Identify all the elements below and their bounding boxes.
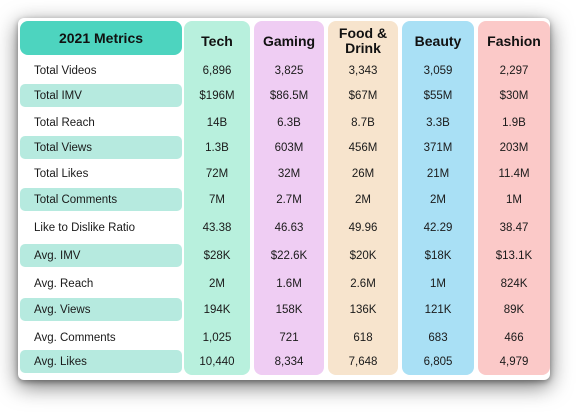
cell-tech: 7M [209, 193, 225, 206]
cell-beauty: 6,805 [423, 355, 453, 368]
row-label: Like to Dislike Ratio [34, 221, 135, 234]
cell-food-drink: $67M [348, 89, 378, 102]
row-label: Total IMV [20, 84, 182, 107]
cell-fashion: 4,979 [499, 355, 529, 368]
cell-beauty: 3.3B [426, 116, 450, 129]
row-label: Avg. Likes [20, 350, 182, 373]
cell-tech: 1,025 [202, 331, 232, 344]
cell-beauty: 121K [424, 303, 452, 316]
cell-fashion: 89K [503, 303, 525, 316]
column-header-beauty: Beauty [414, 32, 462, 49]
cell-food-drink: 49.96 [348, 221, 378, 234]
cell-fashion: 203M [499, 141, 529, 154]
cell-beauty: $18K [424, 249, 452, 262]
row-label: Total Videos [34, 64, 97, 77]
row-label: Avg. IMV [20, 244, 182, 267]
cell-gaming: 721 [279, 331, 299, 344]
column-header-gaming: Gaming [262, 32, 316, 49]
cell-food-drink: 2M [355, 193, 371, 206]
cell-fashion: 38.47 [499, 221, 529, 234]
cell-fashion: 2,297 [499, 64, 529, 77]
cell-tech: 72M [205, 167, 229, 180]
row-label: Total Reach [34, 116, 95, 129]
cell-tech: 10,440 [199, 355, 235, 368]
cell-gaming: 2.7M [276, 193, 302, 206]
column-bg-fashion [478, 21, 550, 375]
cell-gaming: 1.6M [276, 277, 302, 290]
cell-beauty: $55M [423, 89, 453, 102]
cell-food-drink: 2.6M [350, 277, 376, 290]
column-bg-tech [184, 21, 250, 375]
row-label: Total Likes [34, 167, 89, 180]
cell-tech: $196M [199, 89, 235, 102]
cell-gaming: 46.63 [274, 221, 304, 234]
column-bg-food-drink [328, 21, 398, 375]
cell-beauty: 3,059 [423, 64, 453, 77]
row-label: Avg. Reach [34, 277, 94, 290]
cell-food-drink: 136K [349, 303, 377, 316]
cell-food-drink: 456M [348, 141, 378, 154]
cell-beauty: 21M [426, 167, 450, 180]
cell-gaming: 8,334 [274, 355, 304, 368]
cell-food-drink: 26M [351, 167, 375, 180]
cell-tech: 194K [203, 303, 231, 316]
cell-fashion: $30M [499, 89, 529, 102]
cell-food-drink: $20K [349, 249, 377, 262]
cell-beauty: 1M [430, 277, 446, 290]
row-label: Total Views [20, 136, 182, 159]
cell-beauty: 683 [428, 331, 448, 344]
cell-food-drink: 7,648 [348, 355, 378, 368]
cell-gaming: $22.6K [270, 249, 308, 262]
column-header-tech: Tech [201, 32, 233, 49]
cell-fashion: 11.4M [498, 167, 530, 180]
cell-tech: 1.3B [205, 141, 229, 154]
column-bg-gaming [254, 21, 324, 375]
cell-tech: 14B [206, 116, 228, 129]
cell-gaming: 6.3B [277, 116, 301, 129]
cell-tech: 6,896 [202, 64, 232, 77]
cell-fashion: 1.9B [502, 116, 526, 129]
cell-fashion: $13.1K [495, 249, 533, 262]
cell-tech: $28K [203, 249, 231, 262]
cell-beauty: 42.29 [423, 221, 453, 234]
cell-food-drink: 618 [353, 331, 373, 344]
cell-food-drink: 8.7B [351, 116, 375, 129]
cell-gaming: 32M [277, 167, 301, 180]
cell-beauty: 371M [423, 141, 453, 154]
cell-tech: 2M [209, 277, 225, 290]
table-header-label: 2021 Metrics [20, 21, 182, 55]
row-label: Avg. Comments [34, 331, 116, 344]
cell-tech: 43.38 [202, 221, 232, 234]
cell-gaming: 158K [275, 303, 303, 316]
cell-gaming: 3,825 [274, 64, 304, 77]
cell-food-drink: 3,343 [348, 64, 378, 77]
column-header-fashion: Fashion [487, 32, 541, 49]
cell-gaming: 603M [274, 141, 304, 154]
row-label: Avg. Views [20, 298, 182, 321]
cell-fashion: 466 [504, 331, 524, 344]
cell-beauty: 2M [430, 193, 446, 206]
cell-fashion: 1M [506, 193, 522, 206]
column-header-food-drink: Food & Drink [338, 25, 388, 56]
column-bg-beauty [402, 21, 474, 375]
row-label: Total Comments [20, 188, 182, 211]
cell-gaming: $86.5M [269, 89, 309, 102]
cell-fashion: 824K [500, 277, 528, 290]
